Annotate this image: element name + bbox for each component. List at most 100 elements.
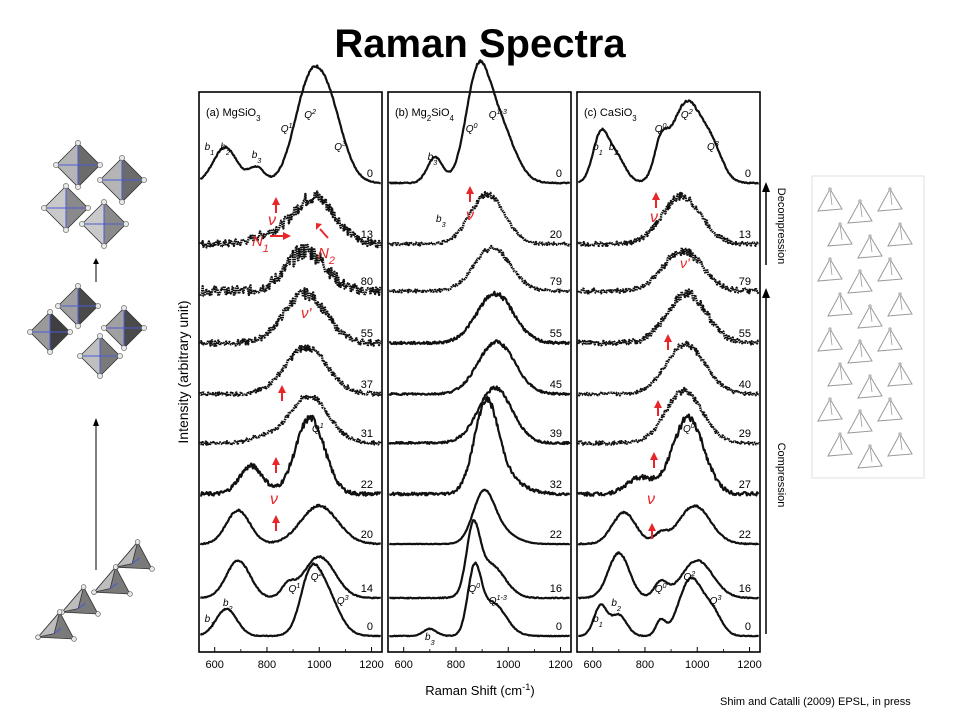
sketch-tetrahedron xyxy=(877,187,903,212)
sketch-atom xyxy=(868,374,872,378)
sketch-edge xyxy=(869,375,873,393)
pressure-label: 0 xyxy=(745,621,751,633)
annot-nu-c2: ν xyxy=(647,491,655,508)
structure-arrowhead-2 xyxy=(93,418,99,426)
sketch-tetrahedron xyxy=(877,257,903,282)
panel-c: 600 800 1000 1200 (c) CaSiO3 0 13 79 55 40 29 27 22 1… xyxy=(576,91,762,671)
annot-nu-prime: ν' xyxy=(301,305,313,322)
tetrahedron-2 xyxy=(91,564,133,597)
sketch-tetrahedron xyxy=(887,432,913,457)
sketch-edge xyxy=(899,363,903,381)
sketch-edge xyxy=(889,328,893,346)
spectrum-trace xyxy=(388,290,570,346)
compression-label: Compression xyxy=(775,443,787,508)
pressure-label: 55 xyxy=(550,328,562,340)
x-tick-label: 1000 xyxy=(685,659,709,671)
sketch-tetrahedron xyxy=(847,269,873,294)
spectrum-trace xyxy=(577,551,760,600)
sketch-tetrahedron xyxy=(887,362,913,387)
spectrum-trace xyxy=(578,576,759,638)
sketch-atom xyxy=(898,292,902,296)
sketch-edge xyxy=(839,363,843,381)
structure-arrowhead-1 xyxy=(93,258,99,264)
x-tick-label: 1200 xyxy=(548,659,572,671)
pressure-label: 45 xyxy=(550,379,562,391)
sketch-edge xyxy=(869,235,873,253)
annot-nu: ν xyxy=(268,212,276,229)
spectrum-trace xyxy=(388,59,571,185)
peak-label-bottom: b3 xyxy=(425,632,435,647)
peak-label-top: b3 xyxy=(252,150,262,165)
spectrum-trace xyxy=(199,190,382,249)
sketch-atom xyxy=(888,187,892,191)
peak-label-top: Q2 xyxy=(681,107,693,122)
spectrum-trace xyxy=(200,414,381,497)
sketch-atom xyxy=(898,222,902,226)
pressure-label: 22 xyxy=(550,529,562,541)
sketch-edge xyxy=(829,328,833,346)
peak-label-bottom: b2 xyxy=(611,598,621,613)
spectrum-trace xyxy=(199,503,381,546)
spectrum-trace xyxy=(577,386,760,446)
sketch-tetrahedron xyxy=(887,222,913,247)
x-tick-label: 1200 xyxy=(359,659,383,671)
red-arrow-a-nu xyxy=(272,197,280,213)
x-tick-label: 1200 xyxy=(737,659,761,671)
sketch-edge xyxy=(899,293,903,311)
spectrum-trace xyxy=(388,191,571,247)
pressure-label: 79 xyxy=(739,276,751,288)
sketch-tetrahedron xyxy=(827,362,853,387)
x-tick-label: 800 xyxy=(447,659,465,671)
octahedron-mid-2 xyxy=(27,309,73,355)
red-arrow-b xyxy=(466,186,474,202)
pressure-label: 16 xyxy=(739,583,751,595)
sketch-atom xyxy=(858,339,862,343)
sketch-atom xyxy=(858,409,862,413)
sketch-tetrahedron xyxy=(817,397,843,422)
x-axis-label: Raman Shift (cm-1) xyxy=(425,682,534,698)
red-arrow-c-22 xyxy=(648,523,656,539)
sketch-tetrahedron xyxy=(847,409,873,434)
sketch-edge xyxy=(889,258,893,276)
peak-label-top: b3 xyxy=(428,152,438,167)
annot-nu-a2: ν xyxy=(270,491,278,508)
sketch-atom xyxy=(868,304,872,308)
compression-arrowhead xyxy=(762,288,770,298)
red-arrow-a-31 xyxy=(278,385,286,401)
sketch-edge xyxy=(889,188,893,206)
annot-nu-prime-c: ν' xyxy=(680,255,691,271)
sketch-tetrahedron xyxy=(827,432,853,457)
octahedron-top-1 xyxy=(53,140,103,190)
left-structure-illustrations xyxy=(27,140,155,642)
sketch-atom xyxy=(838,292,842,296)
sketch-edge xyxy=(829,258,833,276)
panel-title: (c) CaSiO3 xyxy=(584,107,637,123)
panel-title: (a) MgSiO3 xyxy=(206,107,261,123)
red-arrow-c-55 xyxy=(664,334,672,350)
pressure-label: 14 xyxy=(361,583,373,595)
panel-a: 600 800 1000 1200 (a) MgSiO3 0 13 80 55 37 31 22 20 1… xyxy=(198,64,384,671)
pressure-label: 22 xyxy=(361,479,373,491)
sketch-tetrahedron xyxy=(877,327,903,352)
spectrum-trace xyxy=(577,413,760,497)
tetrahedron-1 xyxy=(113,539,155,572)
spectrum-trace xyxy=(577,288,760,347)
citation: Shim and Catalli (2009) EPSL, in press xyxy=(720,696,911,708)
peak-label-top: Q1-3 xyxy=(489,107,507,122)
x-tick-label: 600 xyxy=(395,659,413,671)
slide-title: Raman Spectra xyxy=(334,22,626,66)
spectrum-trace xyxy=(389,519,570,600)
sketch-atom xyxy=(838,432,842,436)
annot-n2: N2 xyxy=(318,245,335,267)
peak-label-top: b1 xyxy=(205,142,215,157)
sketch-tetrahedron xyxy=(817,257,843,282)
sketch-atom xyxy=(888,257,892,261)
pressure-label: 40 xyxy=(739,379,751,391)
peak-label-bottom: Q1 xyxy=(289,581,301,596)
octahedron-mid-1 xyxy=(55,283,101,329)
sketch-tetrahedron xyxy=(857,374,883,399)
sketch-edge xyxy=(859,410,863,428)
sketch-tetrahedron xyxy=(857,444,883,469)
spectrum-trace xyxy=(388,244,571,294)
pressure-label: 0 xyxy=(367,621,373,633)
